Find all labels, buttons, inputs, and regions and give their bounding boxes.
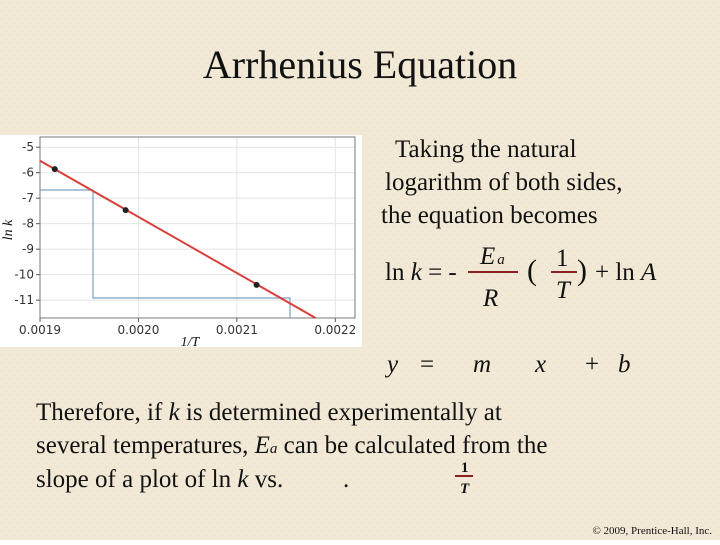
y-tick-label: -11	[14, 293, 34, 307]
y-axis-label: ln k	[1, 219, 16, 240]
intro-line: Taking the natural	[395, 136, 577, 163]
y-tick-label: -8	[22, 217, 34, 231]
t: E	[254, 432, 270, 459]
eq-denominator: R	[482, 285, 498, 312]
intro-line: logarithm of both sides,	[385, 169, 622, 196]
intro: Taking the natural logarithm of both sid…	[381, 136, 622, 229]
small-one: 1	[461, 460, 469, 476]
x-tick-label: 0.0020	[117, 323, 159, 337]
y-tick-label: -7	[22, 191, 34, 205]
small-t: T	[460, 481, 470, 497]
eq-paren: (	[527, 254, 537, 287]
lin-b: b	[618, 351, 631, 378]
t: .	[343, 466, 349, 493]
eq-e: E	[479, 243, 495, 270]
t: k	[237, 466, 249, 493]
slide-title: Arrhenius Equation	[203, 42, 517, 87]
conclusion-line: several temperatures, Ea can be calculat…	[36, 432, 547, 459]
lin-plus: +	[585, 351, 599, 378]
t: slope of a plot of ln	[36, 466, 237, 493]
point	[122, 207, 129, 214]
y-tick-label: -6	[22, 166, 34, 180]
intro-line: the equation becomes	[381, 202, 598, 229]
guide	[40, 189, 291, 318]
y-tick-label: -5	[22, 140, 34, 154]
t: Therefore, if	[36, 399, 169, 426]
t: k	[169, 399, 181, 426]
t: a	[270, 441, 278, 457]
conclusion: Therefore, if k is determined experiment…	[36, 399, 547, 497]
equation-lhs: ln k = -	[385, 259, 457, 286]
conclusion-line: Therefore, if k is determined experiment…	[36, 399, 502, 426]
lin-m: m	[473, 351, 491, 378]
x-axis-label: 1/T	[181, 335, 201, 350]
line	[39, 159, 317, 319]
eq-k: k	[411, 259, 423, 286]
eq-tail: + ln A	[595, 259, 657, 286]
x-tick-label: 0.0021	[216, 323, 258, 337]
eq-lnA: + ln	[595, 259, 641, 286]
y-tick-label: -10	[14, 268, 34, 282]
x-tick-label: 0.0019	[19, 323, 61, 337]
eq-equals: = -	[422, 259, 457, 286]
eq-sub: a	[497, 252, 505, 268]
linear-form: y = m x + b	[384, 351, 631, 378]
eq-t: T	[556, 277, 572, 304]
footer: © 2009, Prentice-Hall, Inc.	[592, 525, 712, 537]
eq-a: A	[639, 259, 657, 286]
chart: -5 -6 -7 -8 -9 -10 -11 0.0019 0.0020 0.0021 0.0022…	[0, 135, 362, 350]
eq-one: 1	[556, 245, 569, 272]
lin-x: x	[534, 351, 546, 378]
y-tick-label: -9	[22, 242, 34, 256]
t: vs.	[248, 466, 289, 493]
plot-frame	[39, 136, 356, 319]
conclusion-line: slope of a plot of ln k vs.	[36, 466, 289, 493]
point	[253, 281, 260, 288]
point	[51, 166, 58, 173]
eq-paren: )	[577, 254, 587, 287]
lin-y: y	[384, 351, 399, 378]
lin-eq: =	[420, 351, 434, 378]
x-tick-label: 0.0022	[314, 323, 356, 337]
t: can be calculated from the	[277, 432, 547, 459]
t: several temperatures,	[36, 432, 255, 459]
eq-ln: ln	[385, 259, 411, 286]
t: is determined experimentally at	[180, 399, 502, 426]
